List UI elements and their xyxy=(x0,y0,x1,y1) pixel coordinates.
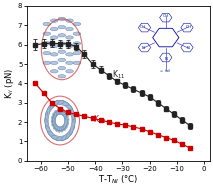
X-axis label: T-T$_{NI}$ (°C): T-T$_{NI}$ (°C) xyxy=(98,173,138,186)
Text: K$_{11}$: K$_{11}$ xyxy=(112,69,125,81)
Text: K$_{33}$: K$_{33}$ xyxy=(92,113,106,125)
Y-axis label: K$_{ii}$ (pN): K$_{ii}$ (pN) xyxy=(3,68,16,99)
